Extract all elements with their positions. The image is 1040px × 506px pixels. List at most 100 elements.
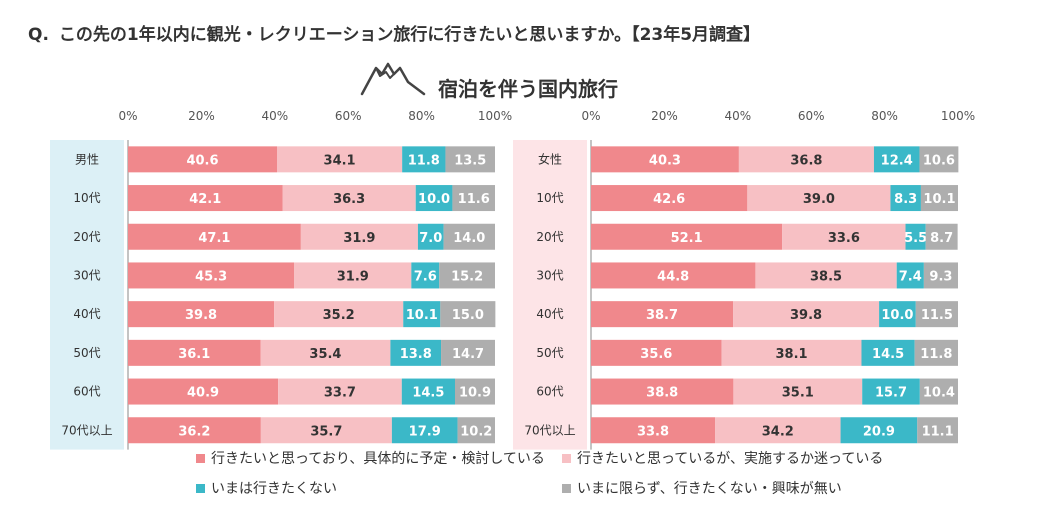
legend-item-3: いまは行きたくない bbox=[196, 478, 337, 498]
bar-segment bbox=[920, 185, 958, 212]
bar-segment bbox=[401, 378, 455, 405]
bar-segment bbox=[390, 339, 442, 366]
bar-segment bbox=[840, 417, 918, 444]
bar-segment bbox=[738, 146, 874, 173]
legend-item-4: いまに限らず、行きたくない・興味が無い bbox=[562, 478, 842, 498]
data-label: 7.0 bbox=[419, 231, 442, 246]
data-label: 42.1 bbox=[189, 192, 221, 207]
bar-segment bbox=[300, 223, 418, 250]
bar-segment bbox=[445, 146, 495, 173]
bar-segment bbox=[591, 185, 748, 212]
bar-segment bbox=[282, 185, 416, 212]
data-label: 35.1 bbox=[782, 386, 814, 401]
category-label: 50代 bbox=[73, 346, 100, 360]
category-label: 60代 bbox=[73, 385, 100, 399]
bar-segment bbox=[917, 417, 958, 444]
data-label: 20.9 bbox=[863, 424, 895, 439]
bar-segment bbox=[128, 185, 283, 212]
bar-segment bbox=[294, 262, 412, 289]
data-label: 15.0 bbox=[452, 308, 484, 323]
data-label: 10.1 bbox=[923, 192, 955, 207]
data-label: 10.1 bbox=[406, 308, 438, 323]
bar-segment bbox=[443, 223, 495, 250]
data-label: 36.1 bbox=[178, 347, 210, 362]
bar-segment bbox=[128, 378, 279, 405]
bar-segment bbox=[591, 417, 716, 444]
bar-segment bbox=[919, 146, 959, 173]
bar-segment bbox=[755, 262, 897, 289]
bar-segment bbox=[260, 417, 392, 444]
data-label: 7.4 bbox=[899, 269, 922, 284]
data-label: 15.7 bbox=[875, 386, 907, 401]
data-label: 45.3 bbox=[195, 269, 227, 284]
data-label: 33.6 bbox=[828, 231, 860, 246]
data-label: 17.9 bbox=[409, 424, 441, 439]
bar-segment bbox=[896, 262, 924, 289]
data-label: 14.5 bbox=[412, 386, 444, 401]
category-label: 10代 bbox=[73, 191, 100, 205]
bar-segment bbox=[861, 339, 915, 366]
bar-segment bbox=[278, 378, 402, 405]
data-label: 14.5 bbox=[872, 347, 904, 362]
data-label: 42.6 bbox=[653, 192, 685, 207]
data-label: 38.7 bbox=[646, 308, 678, 323]
data-label: 39.8 bbox=[185, 308, 217, 323]
data-label: 7.6 bbox=[414, 269, 437, 284]
category-label: 30代 bbox=[536, 268, 563, 282]
bar-segment bbox=[591, 146, 739, 173]
data-label: 38.8 bbox=[646, 386, 678, 401]
legend-swatch-4 bbox=[562, 483, 571, 493]
bar-segment bbox=[591, 301, 734, 328]
x-tick-label: 40% bbox=[261, 109, 288, 123]
data-label: 10.2 bbox=[460, 424, 492, 439]
data-label: 35.6 bbox=[640, 347, 672, 362]
data-label: 11.6 bbox=[458, 192, 490, 207]
legend-label-2: 行きたいと思っているが、実施するか迷っている bbox=[577, 451, 884, 467]
data-label: 33.7 bbox=[324, 386, 356, 401]
category-panel-bg bbox=[50, 140, 124, 450]
question-title: Q. この先の1年以内に観光・レクリエーション旅行に行きたいと思いますか。【23年… bbox=[28, 20, 760, 45]
data-label: 36.2 bbox=[178, 424, 210, 439]
bar-segment bbox=[457, 417, 495, 444]
category-label: 女性 bbox=[538, 151, 562, 166]
legend-swatch-2 bbox=[562, 453, 571, 463]
bar-segment bbox=[915, 301, 958, 328]
x-tick-label: 0% bbox=[118, 109, 137, 123]
bar-segment bbox=[905, 223, 926, 250]
bar-segment bbox=[591, 262, 756, 289]
bar-segment bbox=[417, 223, 444, 250]
bar-segment bbox=[914, 339, 958, 366]
data-label: 34.1 bbox=[324, 153, 356, 168]
bar-segment bbox=[454, 378, 495, 405]
data-label: 31.9 bbox=[343, 231, 375, 246]
legend-swatch-1 bbox=[196, 453, 205, 463]
bar-segment bbox=[128, 417, 261, 444]
bar-segment bbox=[128, 223, 301, 250]
legend-item-2: 行きたいと思っているが、実施するか迷っている bbox=[562, 448, 883, 468]
data-label: 11.5 bbox=[921, 308, 953, 323]
data-label: 35.2 bbox=[323, 308, 355, 323]
category-panel-bg bbox=[513, 140, 587, 450]
data-label: 10.4 bbox=[923, 386, 955, 401]
bar-segment bbox=[441, 339, 495, 366]
category-label: 70代以上 bbox=[524, 423, 575, 437]
mountain-icon bbox=[360, 62, 426, 96]
data-label: 31.9 bbox=[337, 269, 369, 284]
bar-segment bbox=[733, 378, 863, 405]
x-tick-label: 80% bbox=[871, 109, 898, 123]
bar-segment bbox=[925, 223, 958, 250]
data-label: 5.5 bbox=[904, 231, 927, 246]
bar-segment bbox=[411, 262, 440, 289]
data-label: 11.8 bbox=[408, 153, 440, 168]
x-tick-label: 80% bbox=[408, 109, 435, 123]
data-label: 44.8 bbox=[657, 269, 689, 284]
bar-segment bbox=[128, 262, 295, 289]
x-tick-label: 0% bbox=[581, 109, 600, 123]
legend-label-4: いまに限らず、行きたくない・興味が無い bbox=[577, 481, 842, 497]
bar-segment bbox=[782, 223, 906, 250]
data-label: 33.8 bbox=[637, 424, 669, 439]
category-label: 70代以上 bbox=[61, 423, 112, 437]
bar-segment bbox=[747, 185, 891, 212]
data-label: 13.8 bbox=[400, 347, 432, 362]
